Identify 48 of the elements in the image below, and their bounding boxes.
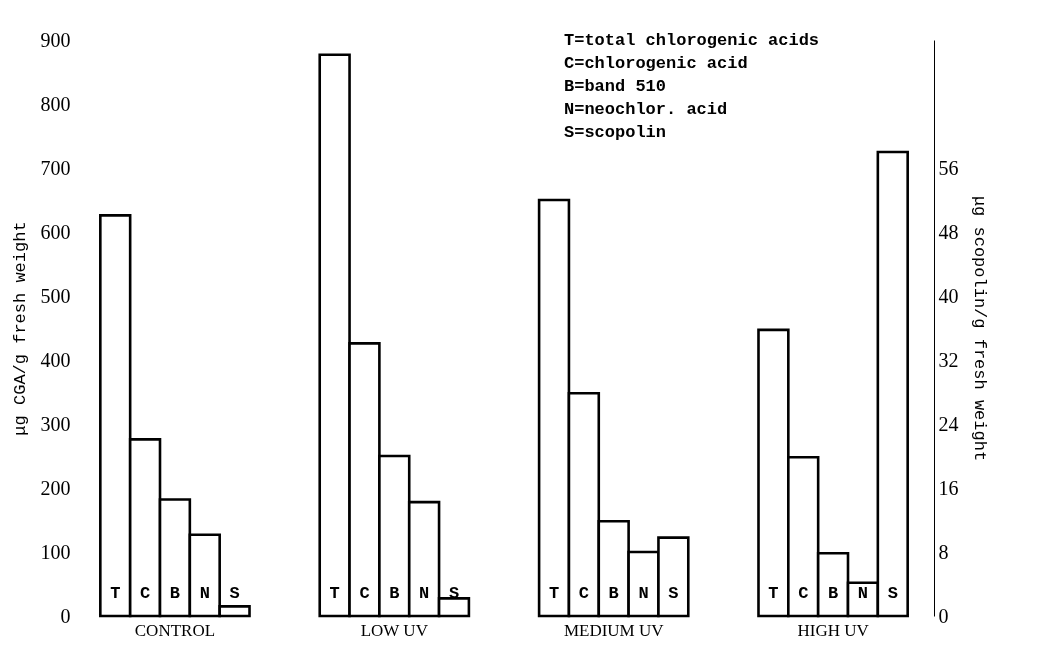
- text: T: [548, 584, 560, 603]
- series-label: C: [798, 584, 809, 603]
- text: C: [139, 584, 151, 603]
- y2-tick-label: 32: [938, 348, 959, 371]
- y-tick-label: 800: [40, 92, 71, 115]
- series-label: B: [389, 584, 400, 603]
- annotation: T=total chlorogenic acids: [564, 31, 820, 50]
- y2-tick-label: 8: [938, 540, 949, 563]
- y-tick-label: 700: [40, 156, 71, 179]
- text: C: [359, 584, 370, 603]
- annotation: N=neochlor. acid: [564, 99, 728, 119]
- y2-tick-label: 24: [938, 412, 959, 435]
- text: S: [668, 584, 679, 603]
- y-tick-label: 500: [40, 284, 71, 307]
- text: N: [638, 584, 649, 603]
- y-tick-label: 900: [40, 28, 71, 51]
- text: B: [608, 584, 619, 603]
- text: B: [169, 584, 181, 603]
- series-label: N: [857, 584, 869, 603]
- series-label: S: [229, 584, 240, 603]
- y2-axis-title: μg scopolin/g fresh weight: [969, 195, 989, 462]
- y2-tick-label: 16: [938, 476, 959, 499]
- x-tick-label: CONTROL: [134, 620, 216, 640]
- annotation: B=band 510: [564, 76, 667, 96]
- x-tick-label: LOW UV: [360, 620, 429, 640]
- x-tick-label: MEDIUM UV: [563, 620, 665, 640]
- text: S: [887, 584, 898, 603]
- y-tick-label: 400: [40, 348, 71, 371]
- y-tick-label: 600: [40, 220, 71, 243]
- x-tick-label: HIGH UV: [797, 620, 870, 640]
- y-tick-label: 0: [60, 604, 71, 627]
- text: N: [419, 584, 430, 603]
- y-tick-label: 200: [40, 476, 71, 499]
- annotation: S=scopolin: [564, 122, 667, 142]
- y2-tick-label: 40: [938, 284, 959, 307]
- text: B: [827, 584, 839, 603]
- text: T: [768, 584, 779, 603]
- y2-tick-label: 48: [938, 220, 959, 243]
- y-axis-title: μg CGA/g fresh weight: [10, 221, 30, 436]
- text: N: [199, 584, 210, 603]
- y2-tick-label: 0: [938, 604, 949, 627]
- annotation: C=chlorogenic acid: [564, 53, 748, 73]
- text: C: [578, 584, 589, 603]
- text: T: [329, 584, 340, 603]
- y-tick-label: 100: [40, 540, 71, 563]
- y-tick-label: 300: [40, 412, 71, 435]
- y2-tick-label: 56: [938, 156, 959, 179]
- series-label: T: [110, 584, 121, 603]
